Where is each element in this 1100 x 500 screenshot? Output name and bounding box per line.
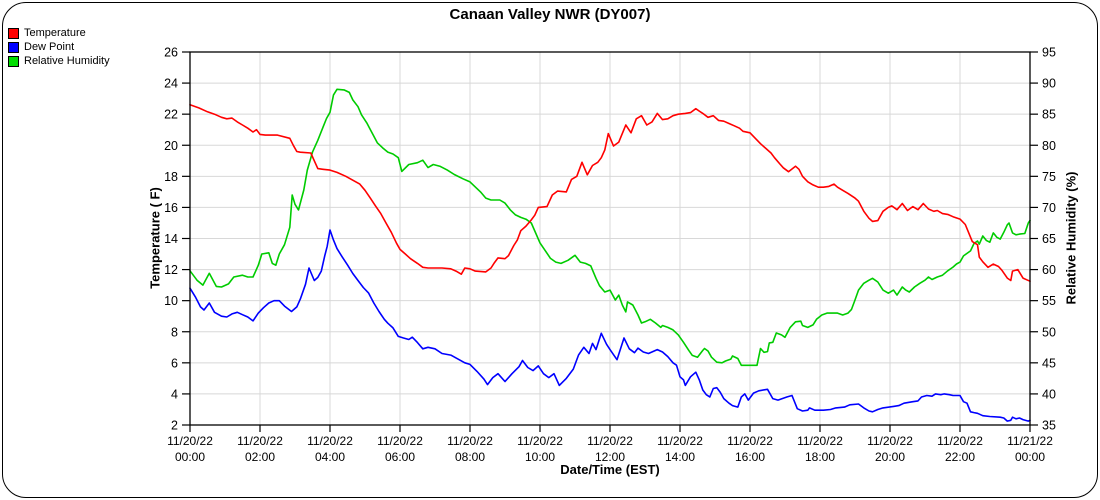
x-tick-time: 08:00 xyxy=(455,450,485,464)
x-tick-time: 00:00 xyxy=(1015,450,1045,464)
x-tick-date: 11/20/22 xyxy=(867,434,913,448)
y-axis-title-left: Temperature ( F) xyxy=(147,187,163,289)
legend-label: Relative Humidity xyxy=(24,55,110,67)
right-tick-label: 75 xyxy=(1042,170,1056,184)
x-axis-title: Date/Time (EST) xyxy=(560,462,660,477)
right-tick-label: 90 xyxy=(1042,77,1056,91)
left-tick-label: 10 xyxy=(164,294,178,308)
right-tick-label: 85 xyxy=(1042,108,1056,122)
legend-item-relative-humidity: Relative Humidity xyxy=(8,54,110,68)
legend-item-temperature: Temperature xyxy=(8,26,110,40)
x-tick-time: 22:00 xyxy=(945,450,975,464)
left-tick-label: 14 xyxy=(164,232,178,246)
right-tick-label: 95 xyxy=(1042,46,1056,60)
x-tick-date: 11/20/22 xyxy=(377,434,423,448)
relative-humidity-swatch-icon xyxy=(8,55,19,67)
right-tick-label: 60 xyxy=(1042,263,1056,277)
right-tick-label: 40 xyxy=(1042,387,1056,401)
x-tick-date: 11/21/22 xyxy=(1007,434,1053,448)
left-tick-label: 4 xyxy=(171,387,178,401)
x-tick-date: 11/20/22 xyxy=(517,434,563,448)
right-tick-label: 45 xyxy=(1042,356,1056,370)
x-tick-time: 12:00 xyxy=(595,450,625,464)
x-tick-time: 14:00 xyxy=(665,450,695,464)
series-line-dew-point xyxy=(189,229,1031,422)
series-line-temperature xyxy=(189,104,1031,283)
y-axis-title-right: Relative Humidity (%) xyxy=(1063,171,1079,305)
right-tick-label: 80 xyxy=(1042,139,1056,153)
x-tick-date: 11/20/22 xyxy=(727,434,773,448)
left-tick-label: 22 xyxy=(164,108,178,122)
x-tick-time: 10:00 xyxy=(525,450,555,464)
x-tick-date: 11/20/22 xyxy=(657,434,703,448)
left-tick-label: 26 xyxy=(164,46,178,60)
x-tick-time: 06:00 xyxy=(385,450,415,464)
x-tick-time: 16:00 xyxy=(735,450,765,464)
x-tick-time: 04:00 xyxy=(315,450,345,464)
left-tick-label: 24 xyxy=(164,77,178,91)
x-tick-date: 11/20/22 xyxy=(167,434,213,448)
right-tick-label: 70 xyxy=(1042,201,1056,215)
left-tick-label: 18 xyxy=(164,170,178,184)
x-tick-date: 11/20/22 xyxy=(307,434,353,448)
right-tick-label: 50 xyxy=(1042,325,1056,339)
legend: Temperature Dew Point Relative Humidity xyxy=(8,26,110,68)
x-tick-date: 11/20/22 xyxy=(447,434,493,448)
right-tick-label: 35 xyxy=(1042,419,1056,433)
left-tick-label: 2 xyxy=(171,419,178,433)
legend-label: Temperature xyxy=(24,27,86,39)
left-tick-label: 16 xyxy=(164,201,178,215)
x-tick-time: 00:00 xyxy=(175,450,205,464)
temperature-swatch-icon xyxy=(8,27,19,39)
x-tick-time: 18:00 xyxy=(805,450,835,464)
x-tick-time: 02:00 xyxy=(245,450,275,464)
x-tick-date: 11/20/22 xyxy=(587,434,633,448)
dew-point-swatch-icon xyxy=(8,41,19,53)
left-tick-label: 12 xyxy=(164,263,178,277)
x-tick-date: 11/20/22 xyxy=(237,434,283,448)
right-tick-label: 55 xyxy=(1042,294,1056,308)
x-tick-date: 11/20/22 xyxy=(797,434,843,448)
series-line-relative-humidity xyxy=(189,88,1031,367)
left-tick-label: 8 xyxy=(171,325,178,339)
chart-title: Canaan Valley NWR (DY007) xyxy=(449,6,651,23)
x-tick-time: 20:00 xyxy=(875,450,905,464)
left-tick-label: 20 xyxy=(164,139,178,153)
right-tick-label: 65 xyxy=(1042,232,1056,246)
left-tick-label: 6 xyxy=(171,356,178,370)
x-tick-date: 11/20/22 xyxy=(937,434,983,448)
legend-item-dew-point: Dew Point xyxy=(8,40,110,54)
legend-label: Dew Point xyxy=(24,41,75,53)
